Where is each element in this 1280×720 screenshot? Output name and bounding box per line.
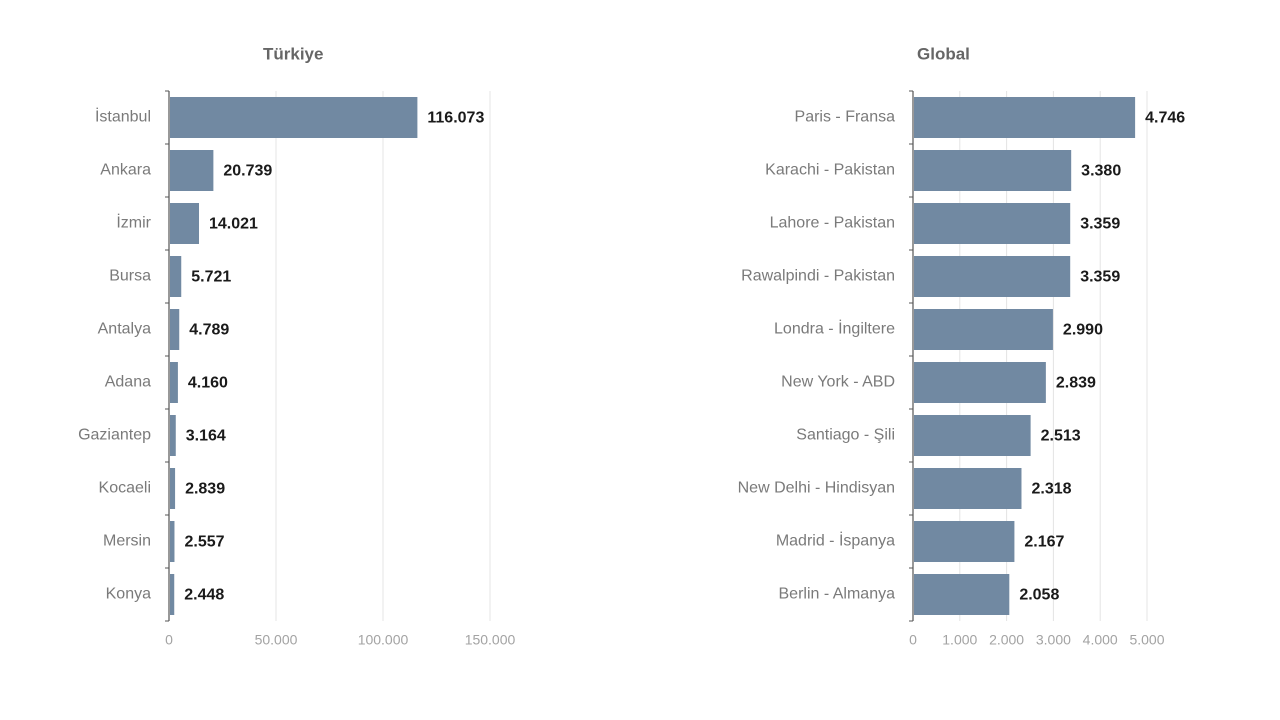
x-tick-label: 2.000 (989, 632, 1024, 648)
category-label: İstanbul (95, 107, 151, 126)
bar (170, 256, 182, 297)
bar (170, 150, 214, 191)
x-tick-label: 4.000 (1083, 632, 1118, 648)
bar (914, 256, 1071, 297)
category-label: Londra - İngiltere (774, 319, 895, 338)
bar (914, 574, 1010, 615)
bar (170, 468, 176, 509)
data-label: 3.359 (1080, 269, 1120, 286)
category-label: Lahore - Pakistan (770, 215, 895, 232)
data-label: 2.513 (1041, 428, 1081, 445)
bar (914, 468, 1022, 509)
bar (914, 97, 1136, 138)
data-label: 2.058 (1019, 587, 1059, 604)
data-label: 4.789 (189, 322, 229, 339)
category-label: Ankara (100, 162, 151, 179)
category-label: Mersin (103, 533, 151, 550)
bar (170, 97, 418, 138)
data-label: 4.746 (1145, 110, 1185, 127)
category-label: İzmir (116, 213, 151, 232)
data-label: 116.073 (427, 110, 484, 127)
category-label: Antalya (98, 321, 151, 338)
bar (914, 309, 1053, 350)
bar (170, 362, 178, 403)
data-label: 2.167 (1024, 534, 1064, 551)
x-tick-label: 100.000 (358, 632, 409, 648)
category-label: Konya (106, 586, 151, 603)
x-tick-label: 3.000 (1036, 632, 1071, 648)
bar (170, 203, 200, 244)
data-label: 14.021 (209, 216, 258, 233)
category-label: Paris - Fransa (795, 109, 896, 126)
data-label: 2.839 (1056, 375, 1096, 392)
category-label: Kocaeli (99, 480, 151, 497)
category-label: Berlin - Almanya (779, 586, 896, 603)
category-label: Gaziantep (78, 427, 151, 444)
bar (914, 362, 1046, 403)
data-label: 2.448 (184, 587, 224, 604)
bar (914, 203, 1071, 244)
bar (170, 415, 176, 456)
data-label: 2.318 (1031, 481, 1071, 498)
x-tick-label: 0 (165, 632, 173, 648)
bar (170, 574, 175, 615)
data-label: 4.160 (188, 375, 228, 392)
category-label: New Delhi - Hindisyan (738, 480, 895, 497)
category-label: New York - ABD (781, 374, 895, 391)
data-label: 3.164 (186, 428, 226, 445)
x-tick-label: 5.000 (1129, 632, 1164, 648)
category-label: Karachi - Pakistan (765, 162, 895, 179)
bar (914, 150, 1072, 191)
turkiye-chart: Türkiye İstanbul 116.073 Ankara 20.739 İzmir 1… (78, 44, 516, 648)
data-label: 5.721 (191, 269, 231, 286)
data-label: 2.557 (184, 534, 224, 551)
category-label: Santiago - Şili (796, 427, 895, 444)
bar (170, 521, 175, 562)
category-label: Bursa (109, 268, 151, 285)
bar (914, 521, 1015, 562)
x-tick-label: 0 (909, 632, 917, 648)
data-label: 3.359 (1080, 216, 1120, 233)
x-tick-label: 50.000 (255, 632, 298, 648)
category-label: Adana (105, 374, 151, 391)
bar (914, 415, 1031, 456)
data-label: 20.739 (223, 163, 272, 180)
data-label: 2.839 (185, 481, 225, 498)
chart-title: Türkiye (263, 44, 323, 63)
category-label: Rawalpindi - Pakistan (741, 268, 895, 285)
global-chart: Global Paris - Fransa 4.746 Karachi - Pakis… (738, 44, 1186, 648)
chart-title: Global (917, 44, 970, 63)
category-label: Madrid - İspanya (776, 531, 895, 550)
bar (170, 309, 180, 350)
data-label: 3.380 (1081, 163, 1121, 180)
x-tick-label: 150.000 (465, 632, 516, 648)
x-tick-label: 1.000 (942, 632, 977, 648)
data-label: 2.990 (1063, 322, 1103, 339)
